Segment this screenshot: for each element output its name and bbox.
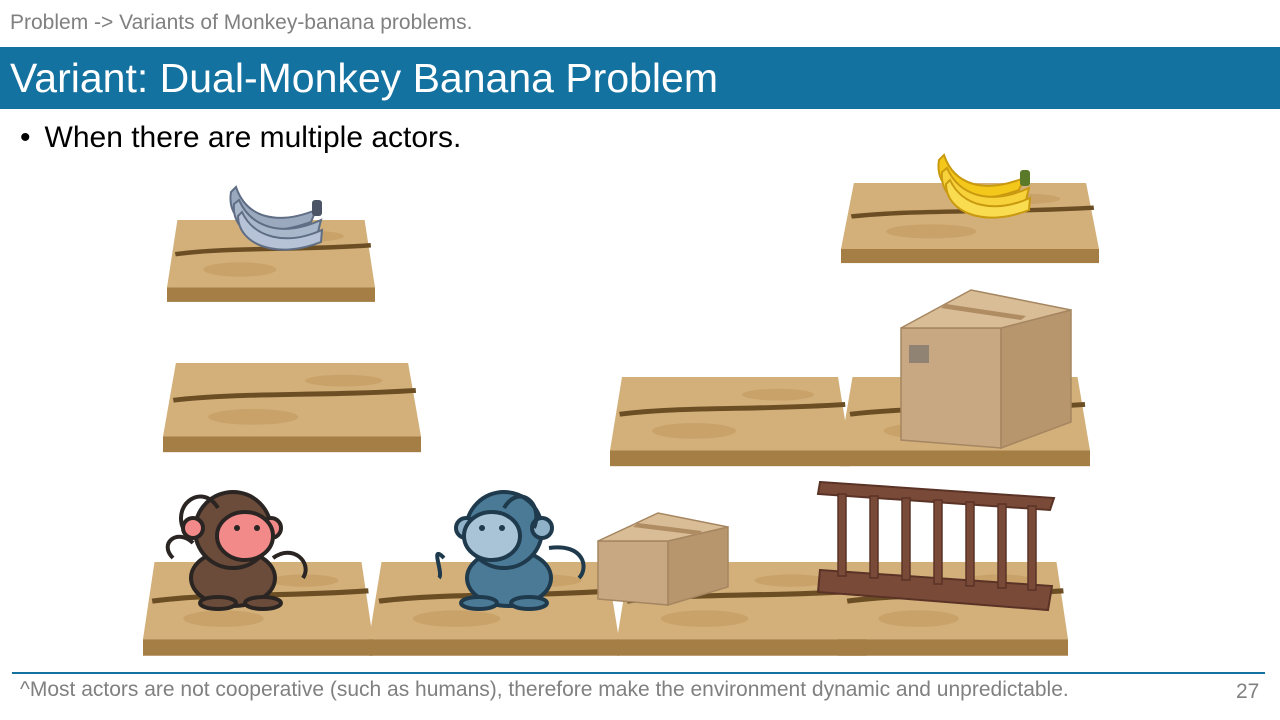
bullet-item: • When there are multiple actors. [20,121,461,155]
bullet-dot: • [20,121,31,154]
page-number: 27 [1236,680,1260,703]
bullet-text: When there are multiple actors. [44,121,462,154]
blue-monkey-icon [435,490,586,611]
small-cardboard-box-icon [597,512,729,607]
slide-title: Variant: Dual-Monkey Banana Problem [10,55,718,101]
platform-middle-left [163,363,421,452]
brown-monkey-icon [165,490,308,611]
yellow-banana-bunch-icon [937,153,1032,219]
gray-banana-bunch-icon [229,185,324,251]
footer-rule [12,672,1265,674]
title-bar: Variant: Dual-Monkey Banana Problem [0,47,1280,109]
footnote: ^Most actors are not cooperative (such a… [20,678,1069,701]
cardboard-box-icon [900,289,1072,450]
ladder-icon [816,480,1056,612]
breadcrumb: Problem -> Variants of Monkey-banana pro… [10,11,473,34]
